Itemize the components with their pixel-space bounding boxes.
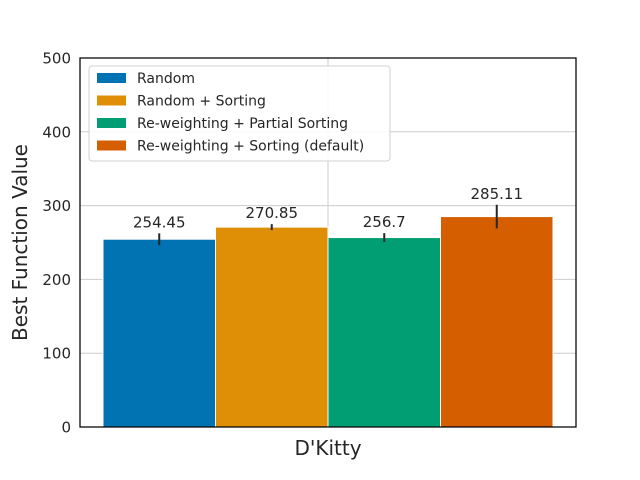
bars	[102, 216, 554, 428]
legend-swatch	[97, 95, 126, 106]
legend: Random Random + Sorting Re-weighting + Par…	[88, 65, 391, 162]
bar	[327, 237, 441, 428]
y-tick-label: 300	[42, 197, 71, 215]
y-axis-ticks: 0 100 200 300 400 500	[42, 50, 71, 437]
legend-entry: Re-weighting + Sorting (default)	[137, 139, 364, 155]
y-tick-label: 0	[61, 419, 71, 437]
bar	[215, 226, 329, 428]
bar-value-label: 256.7	[363, 213, 406, 231]
error-bars	[158, 204, 498, 246]
bar-value-label: 270.85	[246, 204, 299, 222]
y-tick-label: 400	[42, 123, 71, 141]
legend-swatch	[97, 118, 126, 128]
legend-swatch	[97, 73, 126, 83]
y-axis-title: Best Function Value	[8, 144, 32, 341]
x-axis-category-label: D'Kitty	[294, 436, 361, 460]
y-tick-label: 200	[42, 271, 71, 289]
legend-swatch	[97, 140, 126, 151]
plot-frame	[79, 57, 577, 428]
bar	[102, 238, 216, 428]
bar-value-label: 254.45	[133, 213, 186, 231]
y-tick-label: 500	[42, 50, 71, 68]
legend-entry: Random	[137, 71, 195, 87]
legend-box	[88, 65, 391, 162]
legend-entry: Random + Sorting	[137, 94, 266, 110]
bar	[440, 216, 554, 428]
legend-entry: Re-weighting + Partial Sorting	[137, 116, 348, 132]
y-tick-label: 100	[42, 345, 71, 363]
bar-value-label: 285.11	[471, 185, 524, 203]
bar-value-labels: 254.45 270.85 256.7 285.11	[133, 185, 523, 232]
